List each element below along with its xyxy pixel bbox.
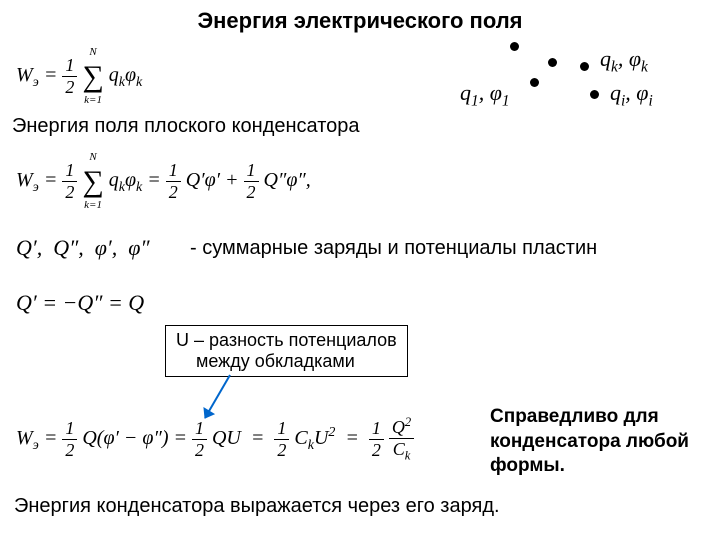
label-qi-phii: qi, φi bbox=[610, 80, 653, 110]
u-note-line1: U – разность потенциалов bbox=[176, 330, 397, 351]
final-statement: Энергия конденсатора выражается через ег… bbox=[14, 495, 500, 518]
charge-dot bbox=[530, 78, 539, 87]
label-q1-phi1: q1, φ1 bbox=[460, 80, 510, 110]
label-qk-phik: qk, φk bbox=[600, 46, 648, 76]
charge-dot bbox=[590, 90, 599, 99]
charge-dot bbox=[548, 58, 557, 67]
eq-energy-expanded: Wэ = 12 ∑Nk=1 qkφk = 12 Q′φ′ + 12 Q″φ″, bbox=[16, 160, 311, 203]
bold-line3: формы. bbox=[490, 454, 689, 479]
bold-line2: конденсатора любой bbox=[490, 430, 689, 455]
bold-line1: Справедливо для bbox=[490, 405, 689, 430]
eq-symbol-list: Q′, Q″, φ′, φ″ bbox=[16, 235, 150, 261]
summary-note: - суммарные заряды и потенциалы пластин bbox=[190, 237, 597, 260]
u-note-line2: между обкладками bbox=[176, 351, 397, 372]
bold-note: Справедливо для конденсатора любой формы… bbox=[490, 405, 689, 479]
charge-dots-diagram: qk, φk q1, φ1 qi, φi bbox=[430, 30, 710, 120]
eq-energy-sum: Wэ = 12 ∑Nk=1 qkφk bbox=[16, 55, 142, 98]
charge-dot bbox=[510, 42, 519, 51]
subheading: Энергия поля плоского конденсатора bbox=[12, 115, 360, 138]
page-title: Энергия электрического поля bbox=[0, 0, 720, 34]
charge-dot bbox=[580, 62, 589, 71]
eq-final: Wэ = 12 Q(φ′ − φ″) = 12 QU = 12 CkU2 = 1… bbox=[16, 415, 414, 464]
eq-q-relation: Q′ = −Q″ = Q bbox=[16, 290, 144, 316]
